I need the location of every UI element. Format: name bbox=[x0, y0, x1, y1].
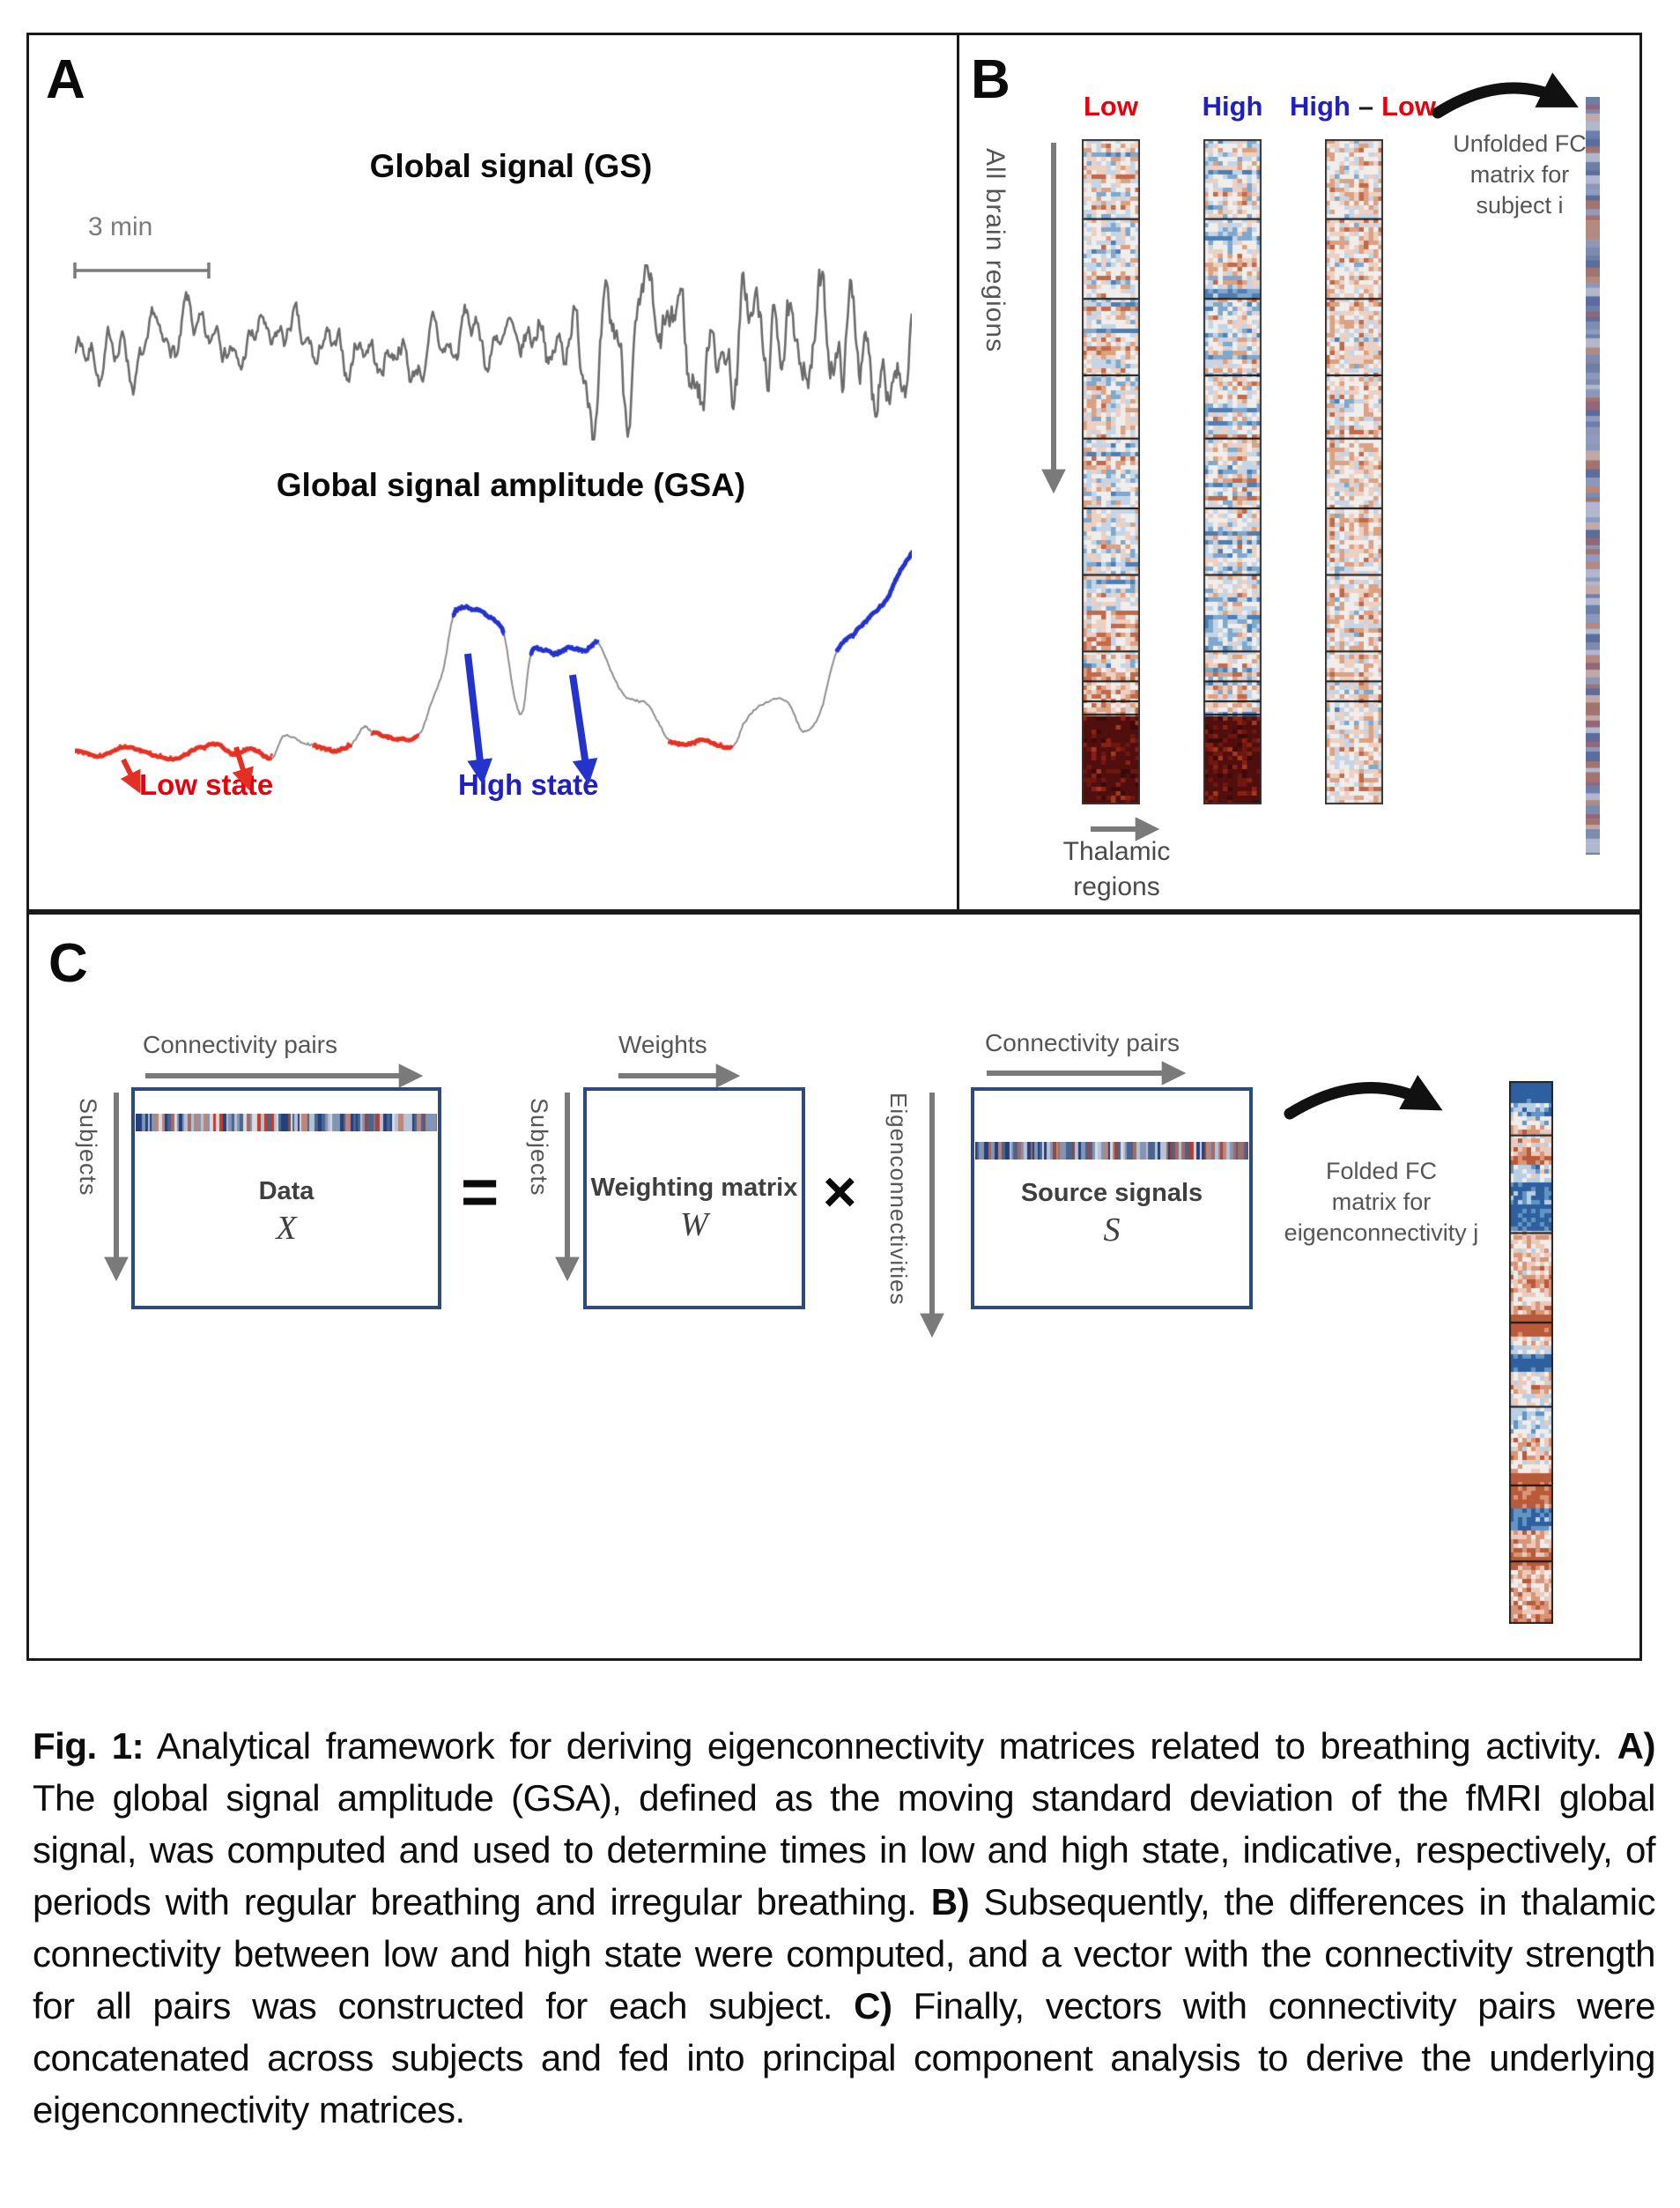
diff-dash-text: – bbox=[1358, 91, 1374, 122]
column-header-high-minus-low: High – Low bbox=[1288, 91, 1438, 122]
source-signals-row-strip bbox=[975, 1142, 1248, 1160]
heatmap-low bbox=[1082, 139, 1140, 804]
subjects-label-2: Subjects bbox=[526, 1098, 552, 1197]
panel-a-label: A bbox=[46, 49, 85, 110]
heatmap-high-minus-low bbox=[1325, 139, 1383, 804]
unfolded-fc-note-line3: subject i bbox=[1476, 192, 1564, 219]
data-matrix-symbol: X bbox=[276, 1210, 297, 1247]
connectivity-pairs-label-2: Connectivity pairs bbox=[985, 1029, 1180, 1056]
subjects-label-1: Subjects bbox=[75, 1098, 101, 1197]
connectivity-pairs-label-1: Connectivity pairs bbox=[143, 1031, 337, 1058]
eigenconnectivities-label: Eigenconnectivities bbox=[885, 1093, 912, 1306]
thalamic-label-line1: Thalamic bbox=[1062, 837, 1171, 866]
column-header-low: Low bbox=[1084, 91, 1138, 122]
heatmap-high bbox=[1203, 139, 1262, 804]
panel-b-label: B bbox=[971, 49, 1010, 110]
diff-low-text: Low bbox=[1381, 91, 1437, 122]
gsa-trace bbox=[75, 529, 912, 793]
low-state-label: Low state bbox=[139, 768, 274, 801]
unfolded-fc-note-line1: Unfolded FC bbox=[1453, 130, 1587, 157]
column-header-high: High bbox=[1202, 91, 1263, 122]
unfolded-fc-strip bbox=[1586, 97, 1600, 855]
gs-title: Global signal (GS) bbox=[369, 148, 653, 184]
gsa-title: Global signal amplitude (GSA) bbox=[276, 467, 746, 503]
scalebar-label: 3 min bbox=[88, 212, 153, 241]
high-state-label: High state bbox=[458, 768, 599, 801]
folded-fc-strip bbox=[1509, 1081, 1553, 1624]
thalamic-label-line2: regions bbox=[1073, 872, 1160, 901]
weights-label: Weights bbox=[618, 1031, 707, 1058]
weighting-matrix-symbol: W bbox=[680, 1206, 708, 1243]
folded-fc-note-line2: matrix for bbox=[1331, 1189, 1432, 1215]
global-signal-waveform bbox=[75, 264, 912, 441]
folded-fc-note-line3: eigenconnectivity j bbox=[1284, 1219, 1479, 1246]
unfolded-fc-note: Unfolded FC matrix for subject i bbox=[1432, 129, 1608, 221]
weighting-matrix-box bbox=[583, 1087, 805, 1309]
source-signals-box bbox=[971, 1087, 1253, 1309]
weighting-matrix-title: Weighting matrix bbox=[590, 1174, 798, 1202]
data-matrix-title: Data bbox=[258, 1177, 315, 1205]
unfolded-fc-note-line2: matrix for bbox=[1469, 161, 1570, 188]
equals-sign: = bbox=[461, 1155, 500, 1228]
figure-caption: Fig. 1: Analytical framework for derivin… bbox=[33, 1725, 1656, 2130]
times-sign: × bbox=[823, 1159, 857, 1224]
panel-ab-divider bbox=[957, 33, 959, 912]
data-matrix-row-strip bbox=[136, 1114, 437, 1131]
all-brain-regions-label: All brain regions bbox=[981, 148, 1010, 353]
panel-c-label: C bbox=[48, 933, 88, 994]
source-signals-symbol: S bbox=[1103, 1211, 1121, 1248]
source-signals-title: Source signals bbox=[1020, 1179, 1203, 1207]
folded-fc-note-line1: Folded FC bbox=[1325, 1158, 1438, 1184]
folded-fc-note: Folded FC matrix for eigenconnectivity j bbox=[1267, 1156, 1496, 1248]
diff-high-text: High bbox=[1289, 91, 1351, 122]
